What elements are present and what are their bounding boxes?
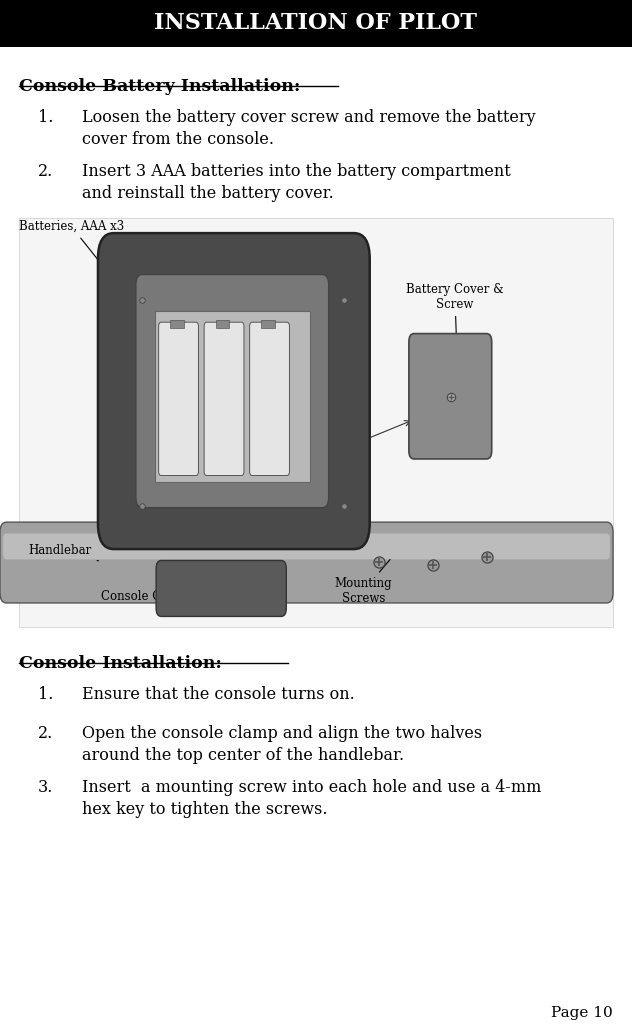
FancyBboxPatch shape: [156, 560, 286, 616]
Text: Mounting
Screws: Mounting Screws: [334, 559, 392, 605]
FancyBboxPatch shape: [136, 275, 329, 508]
Text: Page 10: Page 10: [551, 1006, 613, 1020]
FancyBboxPatch shape: [3, 534, 610, 559]
Text: 1.: 1.: [38, 109, 53, 125]
Text: 2.: 2.: [38, 725, 53, 742]
FancyBboxPatch shape: [98, 233, 370, 549]
FancyBboxPatch shape: [261, 320, 275, 328]
Text: Open the console clamp and align the two halves
around the top center of the han: Open the console clamp and align the two…: [82, 725, 482, 765]
Text: 1.: 1.: [38, 686, 53, 702]
Text: INSTALLATION OF PILOT: INSTALLATION OF PILOT: [154, 12, 478, 34]
Text: Insert  a mounting screw into each hole and use a 4-mm
hex key to tighten the sc: Insert a mounting screw into each hole a…: [82, 779, 542, 818]
Text: Battery Cover &
Screw: Battery Cover & Screw: [406, 283, 504, 393]
FancyBboxPatch shape: [19, 218, 613, 627]
Text: Handlebar: Handlebar: [28, 544, 99, 560]
Text: Batteries, AAA x3: Batteries, AAA x3: [19, 220, 188, 373]
Text: Console Battery Installation:: Console Battery Installation:: [19, 78, 300, 94]
Text: Insert 3 AAA batteries into the battery compartment
and reinstall the battery co: Insert 3 AAA batteries into the battery …: [82, 163, 511, 202]
FancyBboxPatch shape: [155, 311, 310, 482]
Text: Ensure that the console turns on.: Ensure that the console turns on.: [82, 686, 355, 702]
FancyBboxPatch shape: [159, 322, 198, 476]
FancyBboxPatch shape: [0, 522, 613, 603]
FancyBboxPatch shape: [250, 322, 289, 476]
Text: Console Installation:: Console Installation:: [19, 655, 222, 671]
Text: 2.: 2.: [38, 163, 53, 179]
FancyBboxPatch shape: [170, 320, 184, 328]
FancyBboxPatch shape: [216, 320, 229, 328]
FancyBboxPatch shape: [409, 334, 492, 459]
Text: Loosen the battery cover screw and remove the battery
cover from the console.: Loosen the battery cover screw and remov…: [82, 109, 536, 148]
FancyBboxPatch shape: [0, 0, 632, 47]
Text: 3.: 3.: [38, 779, 53, 796]
FancyBboxPatch shape: [204, 322, 244, 476]
Text: Console Clamp: Console Clamp: [101, 583, 225, 603]
